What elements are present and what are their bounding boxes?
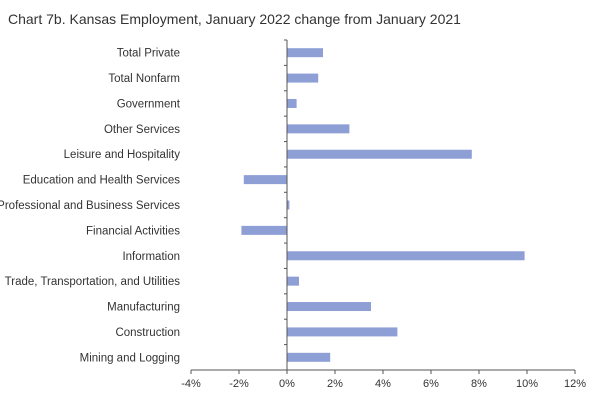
category-label-5: Education and Health Services: [23, 175, 181, 187]
bar-5: [243, 175, 287, 185]
bar-8: [287, 251, 525, 261]
category-label-0: Total Private: [117, 48, 180, 60]
bars-group: [241, 48, 525, 362]
x-tick-label-8: 12%: [564, 378, 586, 390]
bar-12: [287, 352, 331, 362]
x-tick-label-7: 10%: [516, 378, 538, 390]
bar-3: [287, 124, 350, 134]
bar-2: [287, 98, 297, 108]
bar-1: [287, 73, 319, 83]
category-label-11: Construction: [115, 327, 180, 339]
bar-6: [287, 200, 290, 210]
category-label-8: Information: [122, 251, 180, 263]
category-label-12: Mining and Logging: [80, 352, 180, 364]
category-label-10: Manufacturing: [107, 302, 180, 314]
category-label-4: Leisure and Hospitality: [64, 149, 181, 161]
axes-group: [190, 39, 576, 374]
bar-4: [287, 149, 472, 159]
bar-10: [287, 302, 371, 312]
category-label-7: Financial Activities: [86, 225, 180, 237]
bar-0: [287, 48, 323, 58]
x-tick-label-2: 0%: [279, 378, 295, 390]
x-tick-label-6: 8%: [471, 378, 487, 390]
x-tick-label-1: -2%: [229, 378, 249, 390]
bar-7: [241, 225, 287, 235]
chart-title: Chart 7b. Kansas Employment, January 202…: [8, 11, 461, 27]
category-label-9: Trade, Transportation, and Utilities: [5, 276, 181, 288]
x-tick-label-3: 2%: [327, 378, 343, 390]
category-label-2: Government: [117, 98, 181, 110]
x-tick-label-5: 6%: [423, 378, 439, 390]
bar-11: [287, 327, 398, 337]
category-label-3: Other Services: [104, 124, 180, 136]
x-tick-label-4: 4%: [375, 378, 391, 390]
bar-9: [287, 276, 299, 286]
x-tick-label-0: -4%: [181, 378, 201, 390]
tick-labels-group: -4% -2% 0% 2% 4% 6% 8% 10% 12%: [181, 378, 586, 390]
category-labels-group: Total Private Total Nonfarm Government Othe…: [0, 48, 181, 365]
category-label-1: Total Nonfarm: [108, 73, 180, 85]
category-label-6: Professional and Business Services: [0, 200, 180, 212]
